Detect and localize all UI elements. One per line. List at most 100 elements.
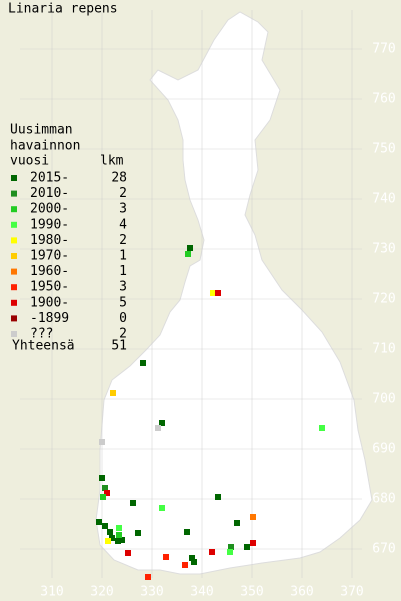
legend-count: 28: [111, 171, 127, 186]
observation: [189, 555, 195, 561]
observation: [110, 390, 116, 396]
finland-outline: [95, 11, 373, 575]
observation: [215, 290, 221, 296]
x-tick-label: 360: [290, 585, 313, 600]
observation: [102, 523, 108, 529]
observation: [227, 549, 233, 555]
legend-swatch: [11, 221, 17, 228]
observation: [191, 559, 197, 565]
x-tick-label: 330: [140, 585, 163, 600]
observation: [163, 554, 169, 560]
legend-label: 2000-: [30, 202, 69, 217]
observation: [104, 490, 110, 496]
total: 51: [111, 339, 127, 354]
observation: [125, 550, 131, 556]
observation: [135, 530, 141, 536]
legend-count: 3: [119, 202, 127, 217]
legend-count: 2: [119, 233, 127, 248]
legend-heading: Uusimman: [10, 123, 73, 138]
observation: [319, 425, 325, 431]
legend-label: -1899: [30, 311, 69, 326]
y-tick-label: 690: [372, 442, 395, 457]
x-tick-label: 320: [90, 585, 113, 600]
observation: [209, 549, 215, 555]
points: [96, 245, 325, 580]
legend-label: ???: [30, 327, 53, 342]
legend-label: 1950-: [30, 280, 69, 295]
observation: [250, 514, 256, 520]
grid: 310 320 330 340 350 360 3706706806907007107207…: [20, 10, 396, 600]
observation: [159, 505, 165, 511]
observation: [159, 420, 165, 426]
legend-swatch: [11, 190, 17, 197]
observation: [116, 525, 122, 531]
legend-count: 2: [119, 186, 127, 201]
total-label: Yhteensä: [12, 339, 75, 354]
legend-swatch: [11, 315, 17, 322]
y-tick-label: 710: [372, 342, 395, 357]
legend-swatch: [11, 175, 17, 181]
y-tick-label: 720: [372, 292, 395, 307]
y-tick-label: 680: [372, 492, 395, 507]
x-tick-label: 370: [340, 585, 363, 600]
legend-count-heading: lkm: [100, 154, 124, 169]
observation: [228, 544, 234, 550]
legend-swatch: [11, 284, 17, 291]
y-tick-label: 750: [372, 142, 395, 157]
legend-label: 1980-: [30, 233, 69, 248]
legend-label: 1990-: [30, 217, 69, 232]
legend-label: 1970-: [30, 249, 69, 264]
legend-heading: havainnon: [10, 139, 80, 154]
observation: [100, 494, 106, 500]
observation: [105, 538, 111, 544]
legend-count: 0: [119, 311, 127, 326]
legend: 2015- 28 2010- 2 2000- 3 1990- 4 1980- 2 1970- 1 196…: [11, 171, 127, 342]
observation: [155, 425, 161, 431]
legend-count: 3: [119, 280, 127, 295]
x-tick-label: 340: [190, 585, 213, 600]
observation: [109, 535, 115, 541]
legend-swatch: [11, 237, 17, 244]
observation: [107, 529, 113, 535]
observation: [115, 538, 121, 544]
observation: [99, 439, 105, 445]
legend-swatch: [11, 206, 17, 213]
x-tick-label: 350: [240, 585, 263, 600]
legend-count: 5: [119, 295, 127, 310]
observation: [244, 544, 250, 550]
y-tick-label: 670: [372, 542, 395, 557]
legend-count: 1: [119, 264, 127, 279]
x-tick-label: 310: [40, 585, 63, 600]
legend-label: 1900-: [30, 295, 69, 310]
legend-swatch: [11, 268, 17, 275]
observation: [234, 520, 240, 526]
observation: [96, 519, 102, 525]
y-tick-label: 740: [372, 192, 395, 207]
legend-count: 4: [119, 217, 127, 232]
y-tick-label: 760: [372, 92, 395, 107]
observation: [116, 532, 122, 538]
legend-count: 1: [119, 249, 127, 264]
observation: [184, 529, 190, 535]
observation: [210, 290, 216, 296]
y-tick-label: 700: [372, 392, 395, 407]
title: Linaria repens: [8, 2, 118, 17]
observation: [102, 485, 108, 491]
observation: [140, 360, 146, 366]
y-tick-label: 730: [372, 242, 395, 257]
observation: [182, 562, 188, 568]
observation: [145, 574, 151, 580]
observation: [119, 537, 125, 543]
observation: [130, 500, 136, 506]
legend-heading: vuosi: [10, 154, 49, 169]
legend-label: 1960-: [30, 264, 69, 279]
legend-swatch: [11, 299, 17, 306]
legend-swatch: [11, 253, 17, 259]
observation: [187, 245, 193, 251]
observation: [99, 475, 105, 481]
legend-label: 2015-: [30, 171, 69, 186]
observation: [215, 494, 221, 500]
y-tick-label: 770: [372, 42, 395, 57]
observation: [250, 540, 256, 546]
